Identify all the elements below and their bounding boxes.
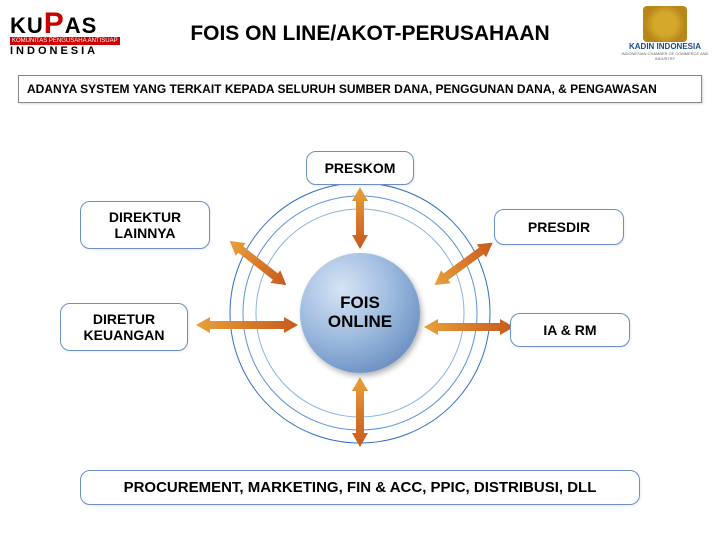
center-node: FOISONLINE [300, 253, 420, 373]
node-ia-rm: IA & RM [510, 313, 630, 347]
page-title: FOIS ON LINE/AKOT-PERUSAHAAN [130, 22, 620, 46]
diagram: FOISONLINE PRESKOM DIREKTUR LAINNYA PRES… [0, 103, 720, 523]
arrow-bottom [352, 377, 368, 447]
kadin-label: KADIN INDONESIA [620, 42, 710, 51]
node-direktur-lainnya: DIREKTUR LAINNYA [80, 201, 210, 249]
node-label: PRESKOM [325, 160, 396, 176]
node-label: DIREKTUR LAINNYA [109, 209, 181, 241]
node-presdir: PRESDIR [494, 209, 624, 245]
arrow-diretur-keuangan [196, 317, 298, 333]
header: KUPAS KOMUNITAS PENGUSAHA ANTISUAP INDON… [0, 0, 720, 65]
node-preskom: PRESKOM [306, 151, 414, 185]
node-label: PRESDIR [528, 219, 590, 235]
bottom-bar: PROCUREMENT, MARKETING, FIN & ACC, PPIC,… [80, 470, 640, 505]
kadin-sublabel: INDONESIAN CHAMBER OF COMMERCE AND INDUS… [620, 51, 710, 61]
logo-kupas: KUPAS KOMUNITAS PENGUSAHA ANTISUAP INDON… [10, 7, 130, 61]
arrow-direktur-lainnya [225, 235, 292, 292]
kupas-tagline: KOMUNITAS PENGUSAHA ANTISUAP [10, 37, 120, 45]
arrow-presdir [430, 236, 498, 291]
kupas-country: INDONESIA [10, 45, 130, 57]
logo-kadin: KADIN INDONESIA INDONESIAN CHAMBER OF CO… [620, 6, 710, 61]
node-label: IA & RM [543, 322, 596, 338]
subtitle-bar: ADANYA SYSTEM YANG TERKAIT KEPADA SELURU… [18, 75, 702, 103]
node-diretur-keuangan: DIRETUR KEUANGAN [60, 303, 188, 351]
kadin-emblem-icon [643, 6, 687, 42]
node-label: DIRETUR KEUANGAN [84, 311, 165, 343]
arrow-ia-rm [424, 319, 514, 335]
bottom-label: PROCUREMENT, MARKETING, FIN & ACC, PPIC,… [124, 479, 597, 496]
center-label: FOISONLINE [328, 294, 392, 331]
kupas-wordmark: KUPAS [10, 10, 130, 37]
